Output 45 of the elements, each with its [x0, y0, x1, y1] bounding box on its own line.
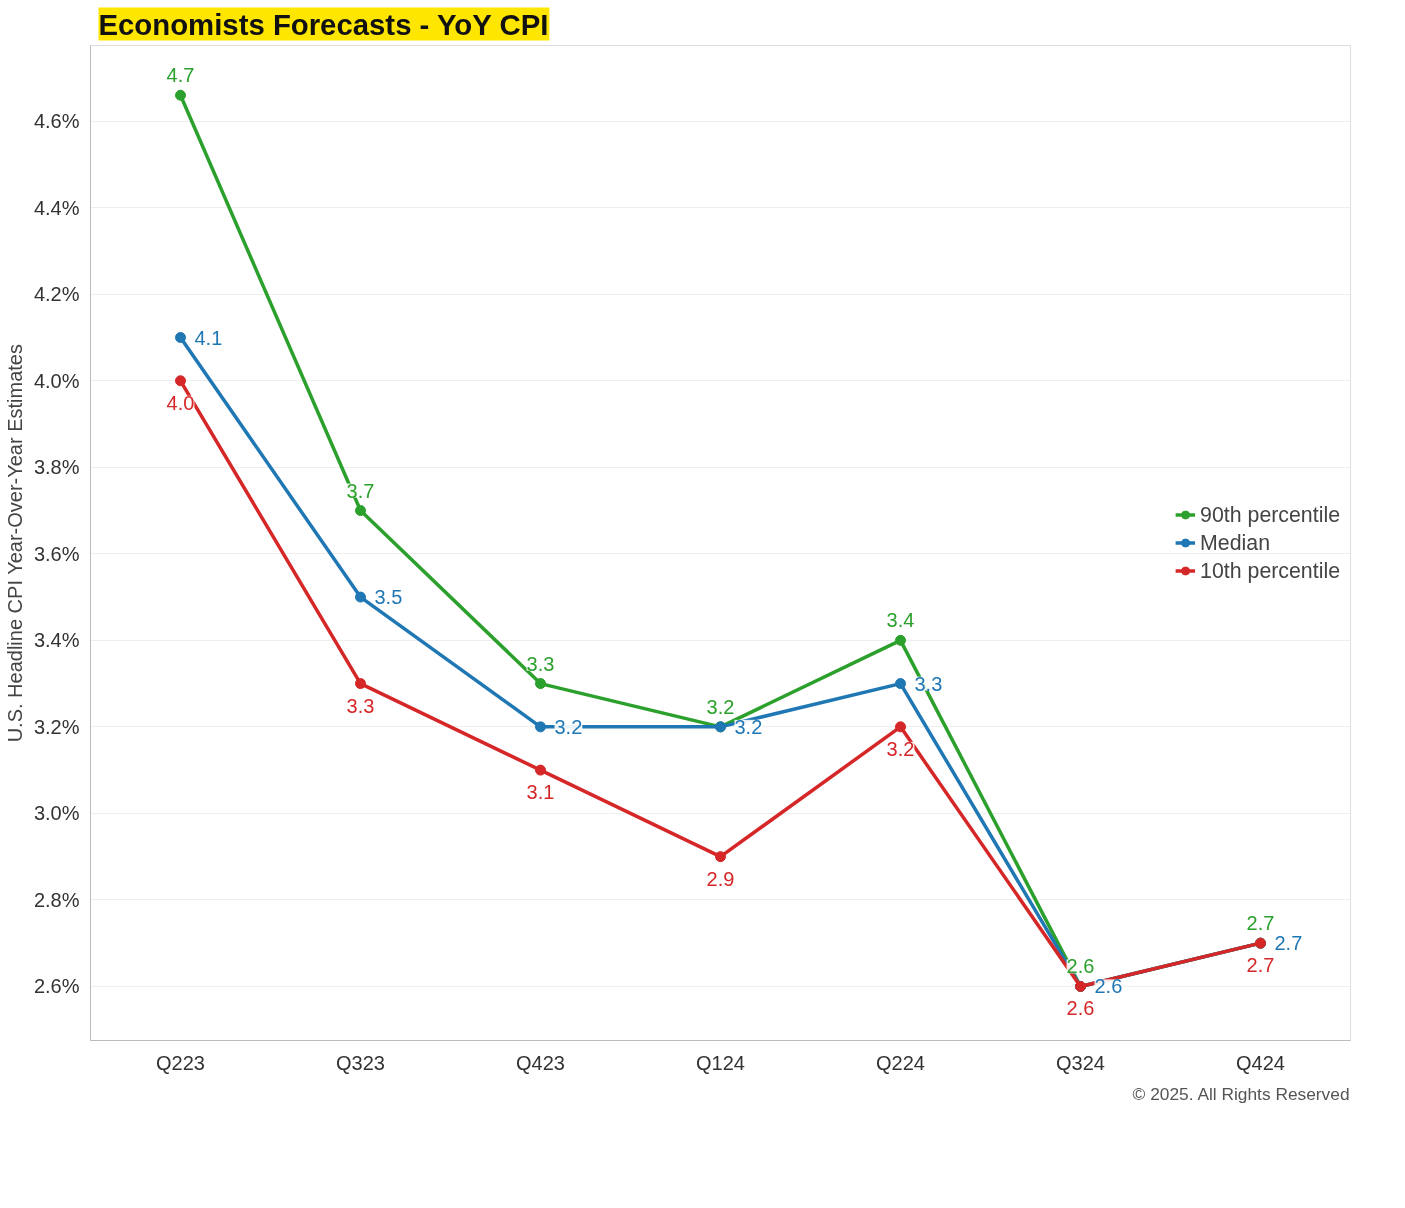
data-label: 2.6 — [1094, 975, 1123, 998]
y-tick-label: 3.2% — [33, 715, 80, 738]
x-tick-label: Q224 — [876, 1051, 925, 1074]
data-label: 3.7 — [346, 479, 375, 502]
data-label: 3.2 — [734, 715, 763, 738]
x-tick-label: Q324 — [1056, 1051, 1105, 1074]
y-tick-label: 2.6% — [33, 975, 80, 998]
data-label: 2.6 — [1066, 955, 1095, 978]
data-label: 2.6 — [1066, 997, 1095, 1020]
data-label: 2.9 — [706, 867, 735, 890]
data-label: 4.0 — [166, 391, 195, 414]
data-label: 3.3 — [346, 694, 375, 717]
data-label: 4.1 — [194, 326, 223, 349]
data-label: 2.7 — [1246, 912, 1275, 935]
x-tick-label: Q424 — [1236, 1051, 1285, 1074]
data-label: 3.4 — [886, 609, 915, 632]
y-tick-label: 3.6% — [33, 542, 80, 565]
x-tick-label: Q323 — [336, 1051, 385, 1074]
y-tick-label: 3.8% — [33, 456, 80, 479]
y-tick-label: 3.0% — [33, 802, 80, 825]
x-tick-label: Q124 — [696, 1051, 745, 1074]
data-label: 3.1 — [526, 781, 555, 804]
y-tick-label: 3.4% — [33, 629, 80, 652]
data-label: 2.7 — [1246, 954, 1275, 977]
data-label: 3.3 — [914, 672, 943, 695]
y-axis-title: U.S. Headline CPI Year-Over-Year Estimates — [3, 344, 26, 743]
x-tick-label: Q223 — [156, 1051, 205, 1074]
data-label: 4.7 — [166, 64, 195, 87]
data-label: 3.2 — [706, 695, 735, 718]
data-label: 2.7 — [1274, 932, 1303, 955]
data-label: 3.3 — [526, 652, 555, 675]
legend-label: 10th percentile — [1200, 558, 1340, 583]
text: © 2025. All Rights Reserved — [1132, 1083, 1350, 1104]
legend-label: 90th percentile — [1200, 502, 1340, 527]
legend-label: Median — [1200, 530, 1271, 555]
y-tick-label: 4.6% — [33, 110, 80, 133]
data-label: 3.2 — [554, 715, 583, 738]
data-label: 3.2 — [886, 737, 915, 760]
y-tick-label: 4.0% — [33, 369, 80, 392]
y-tick-label: 2.8% — [33, 888, 80, 911]
x-tick-label: Q423 — [516, 1051, 565, 1074]
data-label: 3.5 — [374, 586, 403, 609]
chart-title: Economists Forecasts - YoY CPI — [98, 7, 549, 41]
y-tick-label: 4.4% — [33, 196, 80, 219]
y-tick-label: 4.2% — [33, 283, 80, 306]
